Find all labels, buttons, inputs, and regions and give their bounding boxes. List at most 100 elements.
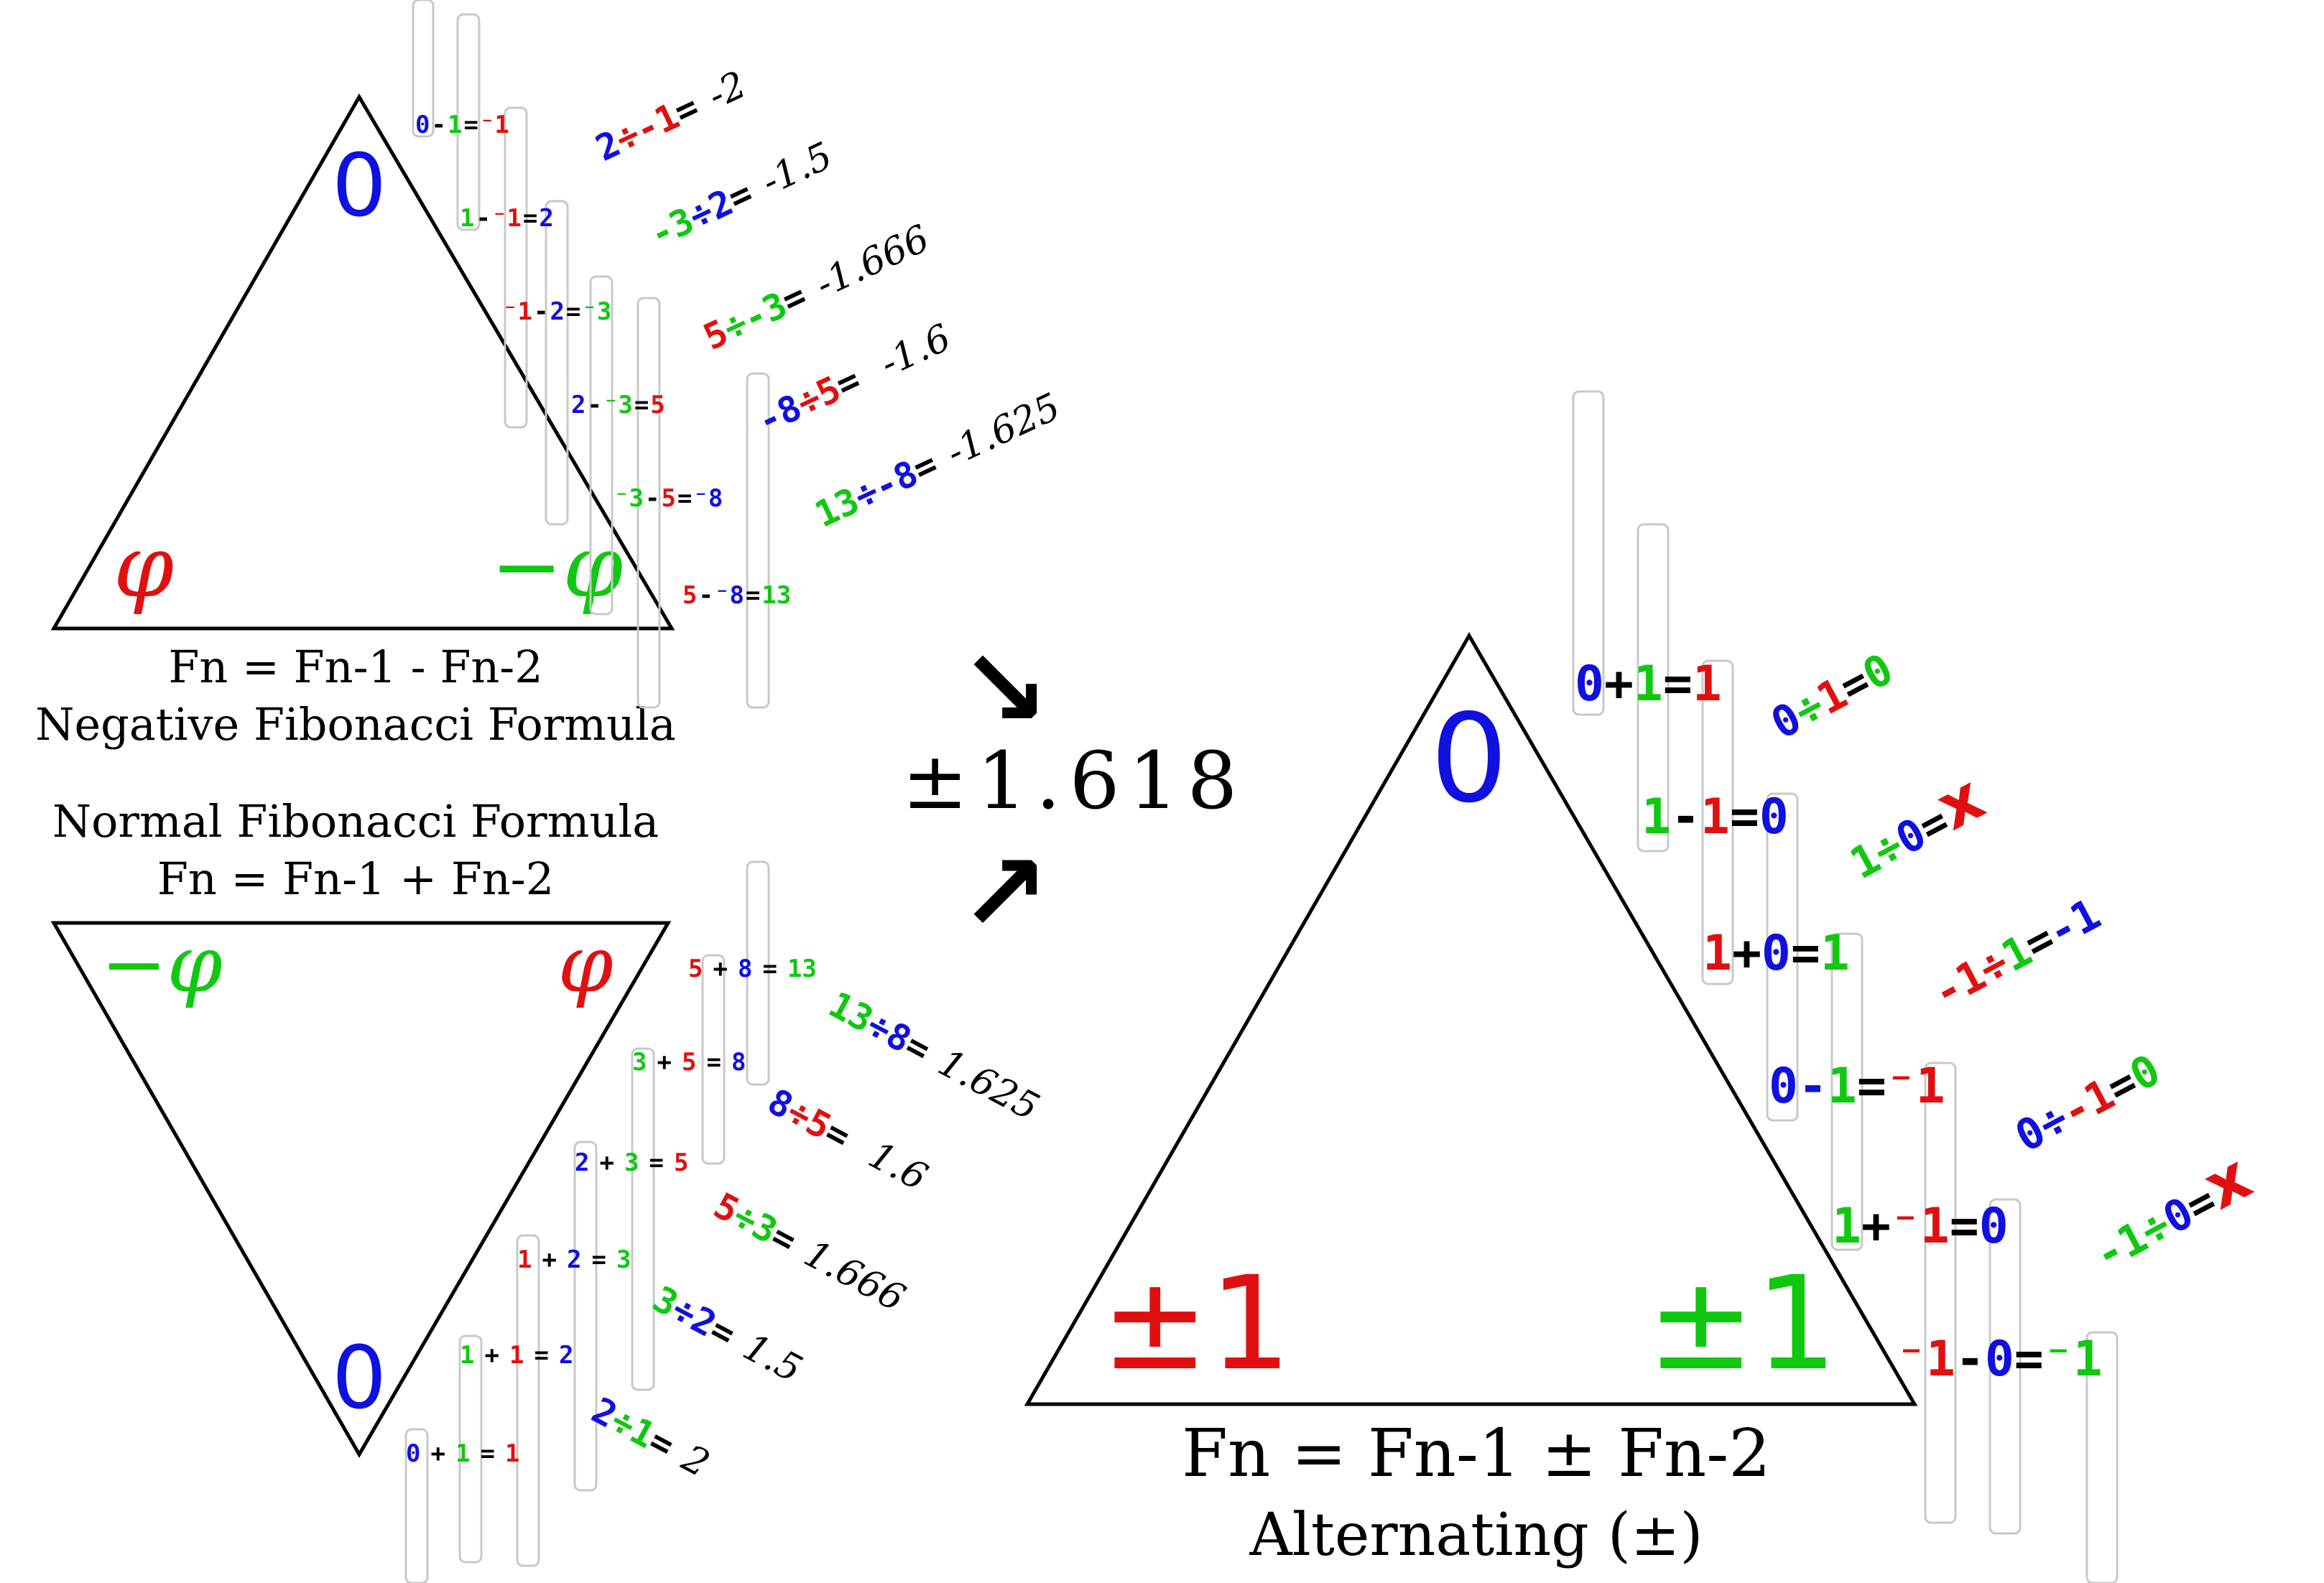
alternating-term: + <box>1604 656 1634 712</box>
normal-term: 2 <box>567 1245 581 1274</box>
normal-column-4 <box>573 1141 598 1492</box>
negative-row: ⁻1-2=⁻3 <box>503 297 611 326</box>
alternating-term: 0 <box>1769 1058 1798 1115</box>
normal-term: + <box>484 1341 499 1370</box>
negative-ratio: -3÷2=-1.5 <box>643 134 839 256</box>
alternating-term: + <box>1732 925 1761 982</box>
negative-term: 13 <box>761 581 791 610</box>
normal-column-1 <box>746 860 770 1086</box>
normal-ratio: 3÷2=1.5 <box>646 1278 809 1392</box>
negative-term: 1 <box>460 204 474 233</box>
normal-term: 5 <box>674 1148 688 1177</box>
alternating-column-4 <box>1766 792 1799 1122</box>
alternating-term: = <box>1663 656 1693 712</box>
normal-row: 0 +1 = 1 <box>406 1439 519 1468</box>
negative-term: - <box>698 581 713 610</box>
negative-vertex-top: 0 <box>332 136 386 236</box>
normal-term: 1 <box>455 1439 470 1468</box>
alternating-row: 1-1=0 <box>1642 789 1789 845</box>
alternating-term: - <box>1798 1058 1828 1115</box>
negative-term: - <box>587 391 601 419</box>
normal-term: 5 <box>682 1048 696 1077</box>
normal-term: 2 <box>575 1148 589 1177</box>
negative-column-7 <box>746 372 770 709</box>
normal-result: 1.6 <box>851 1128 935 1199</box>
negative-term: ⁻1 <box>480 111 509 139</box>
negative-row: 0-1=⁻1 <box>415 111 509 139</box>
alternating-column-8 <box>2085 1331 2119 1583</box>
negative-term: - <box>534 297 548 326</box>
negative-term: 5 <box>650 391 665 419</box>
alternating-term: ⁻1 <box>2044 1331 2103 1388</box>
alternating-term: 1 <box>1820 925 1850 982</box>
alternating-term: 0 <box>1761 925 1791 982</box>
negative-term: 5 <box>661 484 675 513</box>
alternating-term: 1 <box>1634 656 1663 712</box>
alternating-column-2 <box>1636 523 1670 853</box>
normal-triangle <box>50 921 672 1458</box>
negative-ratio: 13÷-8=-1.625 <box>808 385 1067 536</box>
negative-result: -1.5 <box>756 134 839 204</box>
normal-row: 1 +1 = 2 <box>460 1341 573 1370</box>
center-section: ↘ ±1.618 ↗ <box>902 626 1237 956</box>
normal-ratio: 13÷8=1.625 <box>822 983 1046 1130</box>
alternating-column-5 <box>1830 932 1864 1251</box>
negative-caption: Negative Fibonacci Formula <box>35 698 676 751</box>
negative-result: -1.6 <box>864 316 958 391</box>
normal-term: = <box>480 1439 494 1468</box>
normal-term: = <box>762 955 777 983</box>
negative-term: 0 <box>415 111 430 139</box>
alternating-term: - <box>1671 789 1700 845</box>
alternating-term: - <box>1955 1331 1985 1388</box>
normal-term: 3 <box>632 1048 647 1077</box>
alternating-term: 1 <box>1832 1198 1861 1255</box>
normal-term: 13 <box>787 955 817 983</box>
negative-column-5 <box>589 275 614 616</box>
normal-column-5 <box>516 1234 540 1567</box>
alternating-row: 1+0=1 <box>1703 925 1850 982</box>
normal-row: 1 +2 = 3 <box>517 1245 631 1274</box>
alternating-triangle <box>1024 631 1918 1406</box>
normal-term: 2 <box>559 1341 573 1370</box>
normal-term: = <box>706 1048 721 1077</box>
negative-term: ⁻3 <box>603 391 633 419</box>
negative-term: ⁻3 <box>614 484 644 513</box>
alternating-row: 1+⁻1=0 <box>1832 1198 2009 1255</box>
negative-vertex-right: −φ <box>491 517 624 617</box>
negative-term: 2 <box>571 391 585 419</box>
normal-term: + <box>542 1245 556 1274</box>
normal-term: + <box>430 1439 445 1468</box>
alternating-term: 1 <box>1700 789 1730 845</box>
alternating-term: 0 <box>1985 1331 2014 1388</box>
negative-term: = <box>677 484 692 513</box>
alternating-term: ⁻1 <box>1891 1198 1950 1255</box>
normal-term: = <box>649 1148 663 1177</box>
negative-row: 5-⁻8=13 <box>682 581 791 610</box>
normal-term: 3 <box>624 1148 639 1177</box>
normal-row: 2 +3 = 5 <box>575 1148 688 1177</box>
normal-term: 0 <box>406 1439 420 1468</box>
normal-result: 1.5 <box>736 1325 809 1391</box>
negative-result: -1.625 <box>940 385 1067 475</box>
normal-row: 5 +8 = 13 <box>688 955 817 983</box>
normal-column-3 <box>631 1047 655 1391</box>
alternating-term: + <box>1861 1198 1891 1255</box>
alternating-column-1 <box>1572 390 1605 716</box>
alternating-caption: Alternating (±) <box>1249 1501 1703 1569</box>
alternating-term: 1 <box>1828 1058 1857 1115</box>
negative-term: ⁻3 <box>582 297 611 326</box>
negative-row: 2-⁻3=5 <box>571 391 665 419</box>
normal-term: 1 <box>460 1341 474 1370</box>
negative-term: ⁻1 <box>503 297 532 326</box>
alternating-column-7 <box>1989 1198 2022 1535</box>
negative-result: -2 <box>702 63 753 118</box>
negative-row: 1-⁻1=2 <box>460 204 554 233</box>
alternating-term: 0 <box>1759 789 1789 845</box>
negative-column-4 <box>545 200 569 526</box>
normal-result: 2 <box>675 1436 716 1486</box>
normal-term: + <box>599 1148 614 1177</box>
normal-term: = <box>534 1341 548 1370</box>
normal-term: = <box>591 1245 606 1274</box>
normal-column-6 <box>458 1334 483 1564</box>
